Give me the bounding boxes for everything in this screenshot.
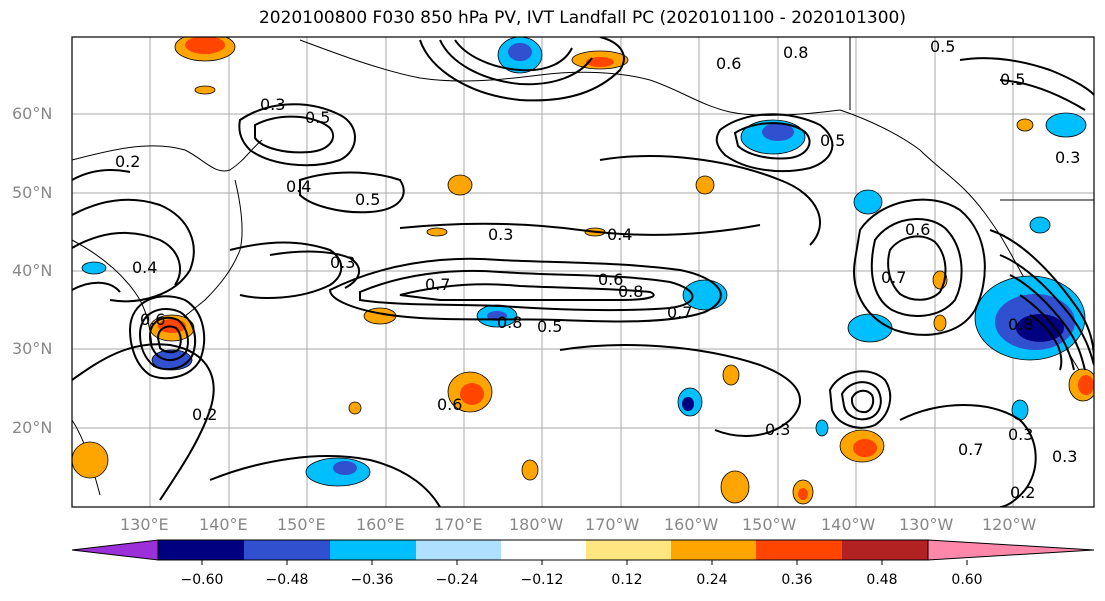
contour-label: 0.6: [437, 395, 462, 414]
contour-label: 0.7: [958, 440, 983, 459]
colorbar-segment: [158, 540, 244, 560]
contour-label: 0.5: [355, 190, 380, 209]
contour-label: 0.3: [1008, 425, 1033, 444]
lon-label: 170°W: [585, 515, 640, 534]
contour-label: 0.2: [192, 405, 217, 424]
colorbar-tick-label: 0.60: [951, 572, 983, 588]
colorbar-tick-label: −0.60: [180, 572, 224, 588]
colorbar-tick-label: 0.36: [781, 572, 813, 588]
contour-label: 0.3: [260, 95, 285, 114]
lon-label: 180°W: [509, 515, 564, 534]
colorbar-segment: [756, 540, 842, 560]
lon-label: 130°E: [120, 515, 169, 534]
lon-label: 160°E: [356, 515, 405, 534]
map-title: 2020100800 F030 850 hPa PV, IVT Landfall…: [258, 8, 906, 28]
contour-labels: 0.3 0.5 0.2 0.4 0.5 0.3 0.4 0.3 0.7 0.6 …: [115, 37, 1080, 502]
colorbar: [71, 539, 1095, 565]
lon-label: 150°E: [277, 515, 326, 534]
colorbar-tick-label: 0.48: [866, 572, 898, 588]
contour-label: 0.5: [305, 108, 330, 127]
contour-label: 0.3: [330, 253, 355, 272]
colorbar-extend-max: [927, 539, 1095, 561]
ivt-contours: [72, 37, 1094, 507]
contour-label: 0.6: [598, 270, 623, 289]
colorbar-tick-label: −0.36: [350, 572, 394, 588]
contour-label: 0.3: [1055, 148, 1080, 167]
contour-label: 0.5: [1000, 70, 1025, 89]
lon-label: 140°W: [821, 515, 876, 534]
contour-label: 0.7: [881, 268, 906, 287]
contour-label: 0.5: [820, 131, 845, 150]
contour-label: 0.2: [115, 152, 140, 171]
lon-label: 170°E: [434, 515, 483, 534]
contour-label: 0.5: [930, 37, 955, 56]
colorbar-tick-label: −0.24: [435, 572, 479, 588]
lon-label: 140°E: [199, 515, 248, 534]
colorbar-segment: [416, 540, 501, 560]
pv-shading-positive: [72, 37, 1094, 505]
contour-label: 0.7: [425, 275, 450, 294]
contour-label: 0.8: [618, 282, 643, 301]
contour-label: 0.5: [537, 317, 562, 336]
contour-label: 0.2: [1010, 483, 1035, 502]
lon-label: 130°W: [899, 515, 954, 534]
colorbar-segment: [671, 540, 756, 560]
lat-label: 30°N: [12, 339, 53, 358]
lon-label: 120°W: [982, 515, 1037, 534]
contour-label: 0.3: [1052, 447, 1077, 466]
contour-label: 0.6: [140, 310, 165, 329]
colorbar-segment: [586, 540, 671, 560]
colorbar-tick-label: −0.12: [520, 572, 564, 588]
contour-label: 0.4: [132, 258, 157, 277]
contour-label: 0.8: [1008, 315, 1033, 334]
colorbar-segment: [842, 540, 928, 560]
lat-label: 20°N: [12, 418, 53, 437]
map-background: [72, 37, 1094, 507]
colorbar-segment: [244, 540, 330, 560]
colorbar-tick-label: 0.12: [611, 572, 643, 588]
colorbar-segment: [330, 540, 416, 560]
lat-label: 50°N: [12, 183, 53, 202]
map-frame: [71, 36, 1095, 508]
contour-label: 0.6: [716, 54, 741, 73]
lat-label: 60°N: [12, 104, 53, 123]
colorbar-extend-min: [71, 539, 159, 561]
lat-label: 40°N: [12, 261, 53, 280]
contour-label: 0.3: [765, 420, 790, 439]
contour-label: 0.3: [488, 225, 513, 244]
contour-label: 0.6: [905, 220, 930, 239]
gridlines: [72, 37, 1094, 507]
lon-label: 150°W: [742, 515, 797, 534]
contour-label: 0.4: [286, 177, 311, 196]
contour-label: 0.8: [783, 43, 808, 62]
contour-label: 0.7: [667, 303, 692, 322]
contour-label: 0.8: [497, 313, 522, 332]
colorbar-tick-label: −0.48: [265, 572, 309, 588]
pv-shading-negative: [81, 37, 1087, 487]
colorbar-tick-label: 0.24: [696, 572, 728, 588]
colorbar-segment: [501, 540, 586, 560]
lon-label: 160°W: [664, 515, 719, 534]
contour-label: 0.4: [607, 225, 632, 244]
